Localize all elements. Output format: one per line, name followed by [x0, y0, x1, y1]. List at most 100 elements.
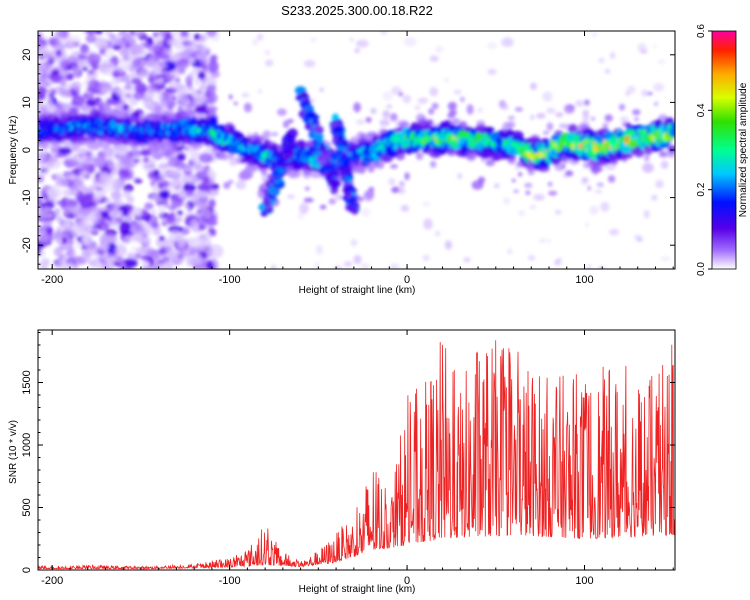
heatmap-cell-2271 [227, 153, 235, 159]
heatmap-cell-1377 [101, 87, 111, 94]
heatmap-cell-1467 [591, 116, 595, 121]
heatmap-cell-2216 [208, 115, 218, 127]
heatmap-cell-3580 [644, 144, 653, 155]
heatmap-cell-3657 [669, 126, 675, 138]
heatmap-cell-1573 [547, 181, 553, 187]
heatmap-cell-1608 [435, 45, 444, 54]
heatmap-cell-984 [100, 65, 112, 76]
heatmap-cell-1593 [660, 160, 669, 169]
heatmap-cell-1362 [69, 184, 80, 196]
heatmap-cell-393 [208, 60, 219, 74]
heatmap-cell-1387 [168, 157, 181, 168]
heatmap-cell-1210 [56, 200, 64, 206]
heatmap-cell-1568 [546, 107, 556, 114]
heatmap-cell-616 [184, 166, 193, 172]
heatmap-cell-1477 [513, 189, 519, 193]
heatmap-cell-1096 [144, 71, 151, 77]
heatmap-cell-1258 [167, 81, 177, 89]
heatmap-cell-1191 [102, 145, 113, 158]
heatmap-cell-1650 [517, 210, 526, 216]
heatmap-cell-1178 [112, 45, 122, 51]
heatmap-cell-1228 [145, 95, 153, 105]
heatmap-cell-1651 [238, 171, 251, 181]
heatmap-cell-893 [45, 226, 54, 236]
heatmap-cell-1001 [209, 174, 216, 184]
heatmap-cell-767 [52, 44, 67, 51]
heatmap-cell-1619 [252, 39, 259, 46]
heatmap-cell-1646 [382, 91, 393, 101]
heatmap-cell-1413 [589, 205, 599, 215]
heatmap-cell-845 [88, 260, 97, 266]
heatmap-cell-1167 [207, 168, 215, 176]
heatmap-cell-1481 [349, 37, 354, 42]
heatmap-cell-1647 [319, 87, 325, 92]
heatmap-cell-1476 [334, 194, 344, 201]
heatmap-cell-3298 [554, 163, 565, 171]
heatmap-cell-1410 [632, 109, 641, 116]
heatmap-cell-975 [169, 187, 177, 194]
heatmap-cell-1571 [555, 112, 564, 118]
heatmap-cell-1165 [51, 156, 58, 164]
heatmap-cell-1398 [38, 150, 47, 161]
heatmap-cell-1304 [38, 92, 46, 101]
heatmap-cell-1241 [166, 74, 175, 81]
heatmap-cell-1054 [200, 166, 208, 172]
heatmap-cell-1369 [38, 77, 47, 84]
heatmap-cell-1660 [444, 240, 453, 250]
heatmap-cell-608 [67, 174, 76, 180]
heatmap-cell-1545 [517, 172, 523, 177]
heatmap-cell-1457 [609, 51, 616, 60]
heatmap-cell-546 [101, 206, 108, 211]
heatmap-cell-965 [127, 215, 133, 222]
snr-series-line [38, 340, 675, 570]
heatmap-cell-1301 [190, 259, 198, 268]
heatmap-cell-1494 [554, 210, 562, 215]
heatmap-cell-1364 [176, 237, 186, 249]
heatmap-cell-1066 [134, 82, 147, 95]
spec-ytick-label-2: 0 [21, 147, 33, 153]
heatmap-cell-1437 [422, 254, 430, 261]
heatmap-cell-1620 [417, 97, 429, 104]
heatmap-cell-1097 [88, 210, 101, 222]
heatmap-cell-1199 [83, 62, 91, 67]
heatmap-cell-1542 [477, 107, 483, 113]
heatmap-cell-1522 [310, 98, 315, 103]
heatmap-cell-1385 [201, 208, 212, 219]
heatmap-cell-1379 [85, 243, 99, 256]
heatmap-cell-1582 [271, 132, 278, 137]
spec-ytick-label-4: 20 [21, 49, 33, 61]
heatmap-cell-2144 [186, 110, 196, 117]
heatmap-cell-1344 [38, 45, 50, 56]
snr-xtick-label-2: 0 [404, 575, 410, 587]
heatmap-cell-1558 [355, 119, 365, 125]
heatmap-cell-1574 [422, 201, 431, 207]
heatmap-cell-3518 [626, 152, 633, 159]
heatmap-cell-1566 [525, 190, 531, 196]
heatmap-cell-1315 [106, 216, 112, 222]
heatmap-cell-4107 [350, 205, 359, 215]
heatmap-cell-1501 [319, 204, 327, 210]
heatmap-cell-901 [128, 149, 143, 157]
heatmap-cell-992 [209, 228, 217, 237]
heatmap-cell-1121 [38, 196, 43, 207]
heatmap-cell-1390 [178, 193, 185, 199]
heatmap-cell-1569 [619, 116, 629, 123]
heatmap-cell-1484 [514, 107, 523, 112]
heatmap-cell-1285 [183, 202, 190, 209]
snr-xtick-label-1: -100 [219, 575, 241, 587]
heatmap-cell-1594 [334, 265, 342, 269]
heatmap-cell-1034 [127, 251, 136, 260]
heatmap-cell-966 [156, 93, 164, 101]
heatmap-cell-1355 [195, 53, 203, 59]
heatmap-cell-998 [113, 203, 121, 209]
heatmap-cell-1431 [564, 104, 575, 114]
heatmap-cell-1086 [110, 191, 122, 200]
heatmap-cell-1548 [429, 87, 439, 97]
heatmap-cell-1600 [607, 175, 616, 183]
heatmap-cell-1263 [85, 33, 97, 44]
heatmap-cell-1205 [196, 183, 208, 191]
heatmap-cell-1244 [65, 160, 75, 169]
heatmap-cell-276 [55, 85, 66, 91]
heatmap-cell-1519 [256, 33, 264, 41]
heatmap-cell-1562 [501, 37, 514, 48]
